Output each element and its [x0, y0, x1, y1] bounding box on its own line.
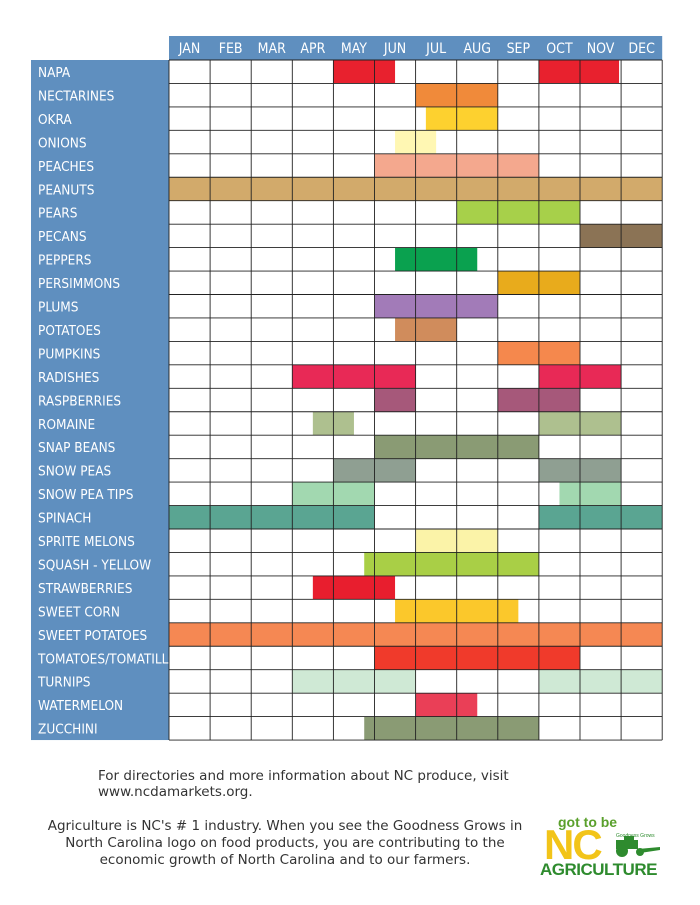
crop-label: PECANS	[38, 229, 87, 245]
season-bar	[374, 388, 416, 412]
month-label: MAY	[341, 41, 367, 57]
season-bar	[374, 294, 498, 318]
month-label: NOV	[587, 41, 615, 57]
season-bar	[292, 364, 416, 389]
season-bar	[395, 317, 457, 342]
crop-label: ONIONS	[38, 135, 87, 151]
crop-label: WATERMELON	[38, 698, 123, 714]
crop-label: PEPPERS	[38, 253, 92, 269]
season-bar	[538, 669, 663, 694]
agriculture-blurb: Agriculture is NC's # 1 industry. When y…	[47, 818, 523, 868]
month-label: JUN	[383, 41, 406, 57]
crop-label: PLUMS	[38, 300, 79, 316]
season-bar	[374, 646, 580, 670]
crop-label: OKRA	[38, 112, 72, 128]
crop-label: NECTARINES	[38, 88, 115, 104]
crop-label: SPINACH	[38, 511, 91, 527]
month-label: APR	[300, 41, 325, 57]
month-label: JUL	[425, 41, 446, 57]
crop-label: POTATOES	[38, 323, 101, 339]
crop-label: ROMAINE	[38, 417, 95, 433]
crop-label: SNOW PEAS	[38, 464, 112, 480]
logo-agriculture: AGRICULTURE	[540, 860, 657, 879]
logo-got-to-be: got to be	[558, 814, 618, 830]
month-label: DEC	[628, 41, 655, 57]
crop-label: SQUASH - YELLOW	[38, 557, 151, 573]
logo-goodness-grows: Goodness Grows	[616, 833, 655, 839]
month-label: OCT	[546, 41, 573, 57]
crop-label: SPRITE MELONS	[38, 534, 135, 550]
logo-nc: NC	[544, 821, 603, 868]
nc-agriculture-logo: got to be NC Goodness Grows AGRICULTURE	[540, 814, 665, 880]
month-label: SEP	[507, 41, 531, 57]
crop-label: PEANUTS	[38, 182, 95, 198]
season-bar	[395, 247, 478, 272]
produce-calendar-chart: JAN FEB MAR APR MAY JUN JUL AUG SEP OCT NOV DEC NAPA…	[31, 36, 663, 741]
season-bar	[292, 669, 416, 694]
season-bar	[169, 505, 375, 529]
crop-label: STRAWBERRIES	[38, 581, 133, 597]
month-label: MAR	[258, 41, 286, 57]
season-bar	[538, 505, 663, 529]
month-label: FEB	[219, 41, 243, 57]
crop-label: TOMATOES/TOMATILLOS	[37, 651, 185, 667]
tractor-icon	[616, 836, 660, 857]
season-bar	[425, 106, 498, 131]
season-bar	[364, 552, 539, 576]
season-bar	[333, 60, 396, 84]
season-bar	[456, 200, 580, 225]
season-bar	[364, 716, 539, 741]
season-bar	[415, 693, 478, 717]
crop-label: PUMPKINS	[38, 346, 101, 362]
crop-label: PEACHES	[38, 159, 94, 175]
crop-label: ZUCCHINI	[38, 722, 98, 738]
crop-label: SNOW PEA TIPS	[38, 487, 134, 503]
crop-label: PERSIMMONS	[38, 276, 120, 292]
month-label: JAN	[178, 41, 201, 57]
crop-label: RASPBERRIES	[38, 393, 121, 409]
month-label: AUG	[463, 41, 491, 57]
crop-label: RADISHES	[38, 370, 100, 386]
crop-label: TURNIPS	[37, 675, 91, 691]
season-bar	[559, 482, 622, 506]
crop-label-column	[31, 60, 169, 741]
directory-info-text: For directories and more information abo…	[98, 768, 509, 800]
month-header-band	[169, 36, 663, 60]
crop-label: PEARS	[38, 206, 78, 222]
season-bar	[538, 60, 620, 84]
season-bar	[312, 575, 396, 600]
crop-label: SWEET POTATOES	[38, 628, 147, 644]
crop-label: SWEET CORN	[38, 604, 120, 620]
crop-label: NAPA	[38, 65, 71, 81]
crop-label: SNAP BEANS	[38, 440, 116, 456]
